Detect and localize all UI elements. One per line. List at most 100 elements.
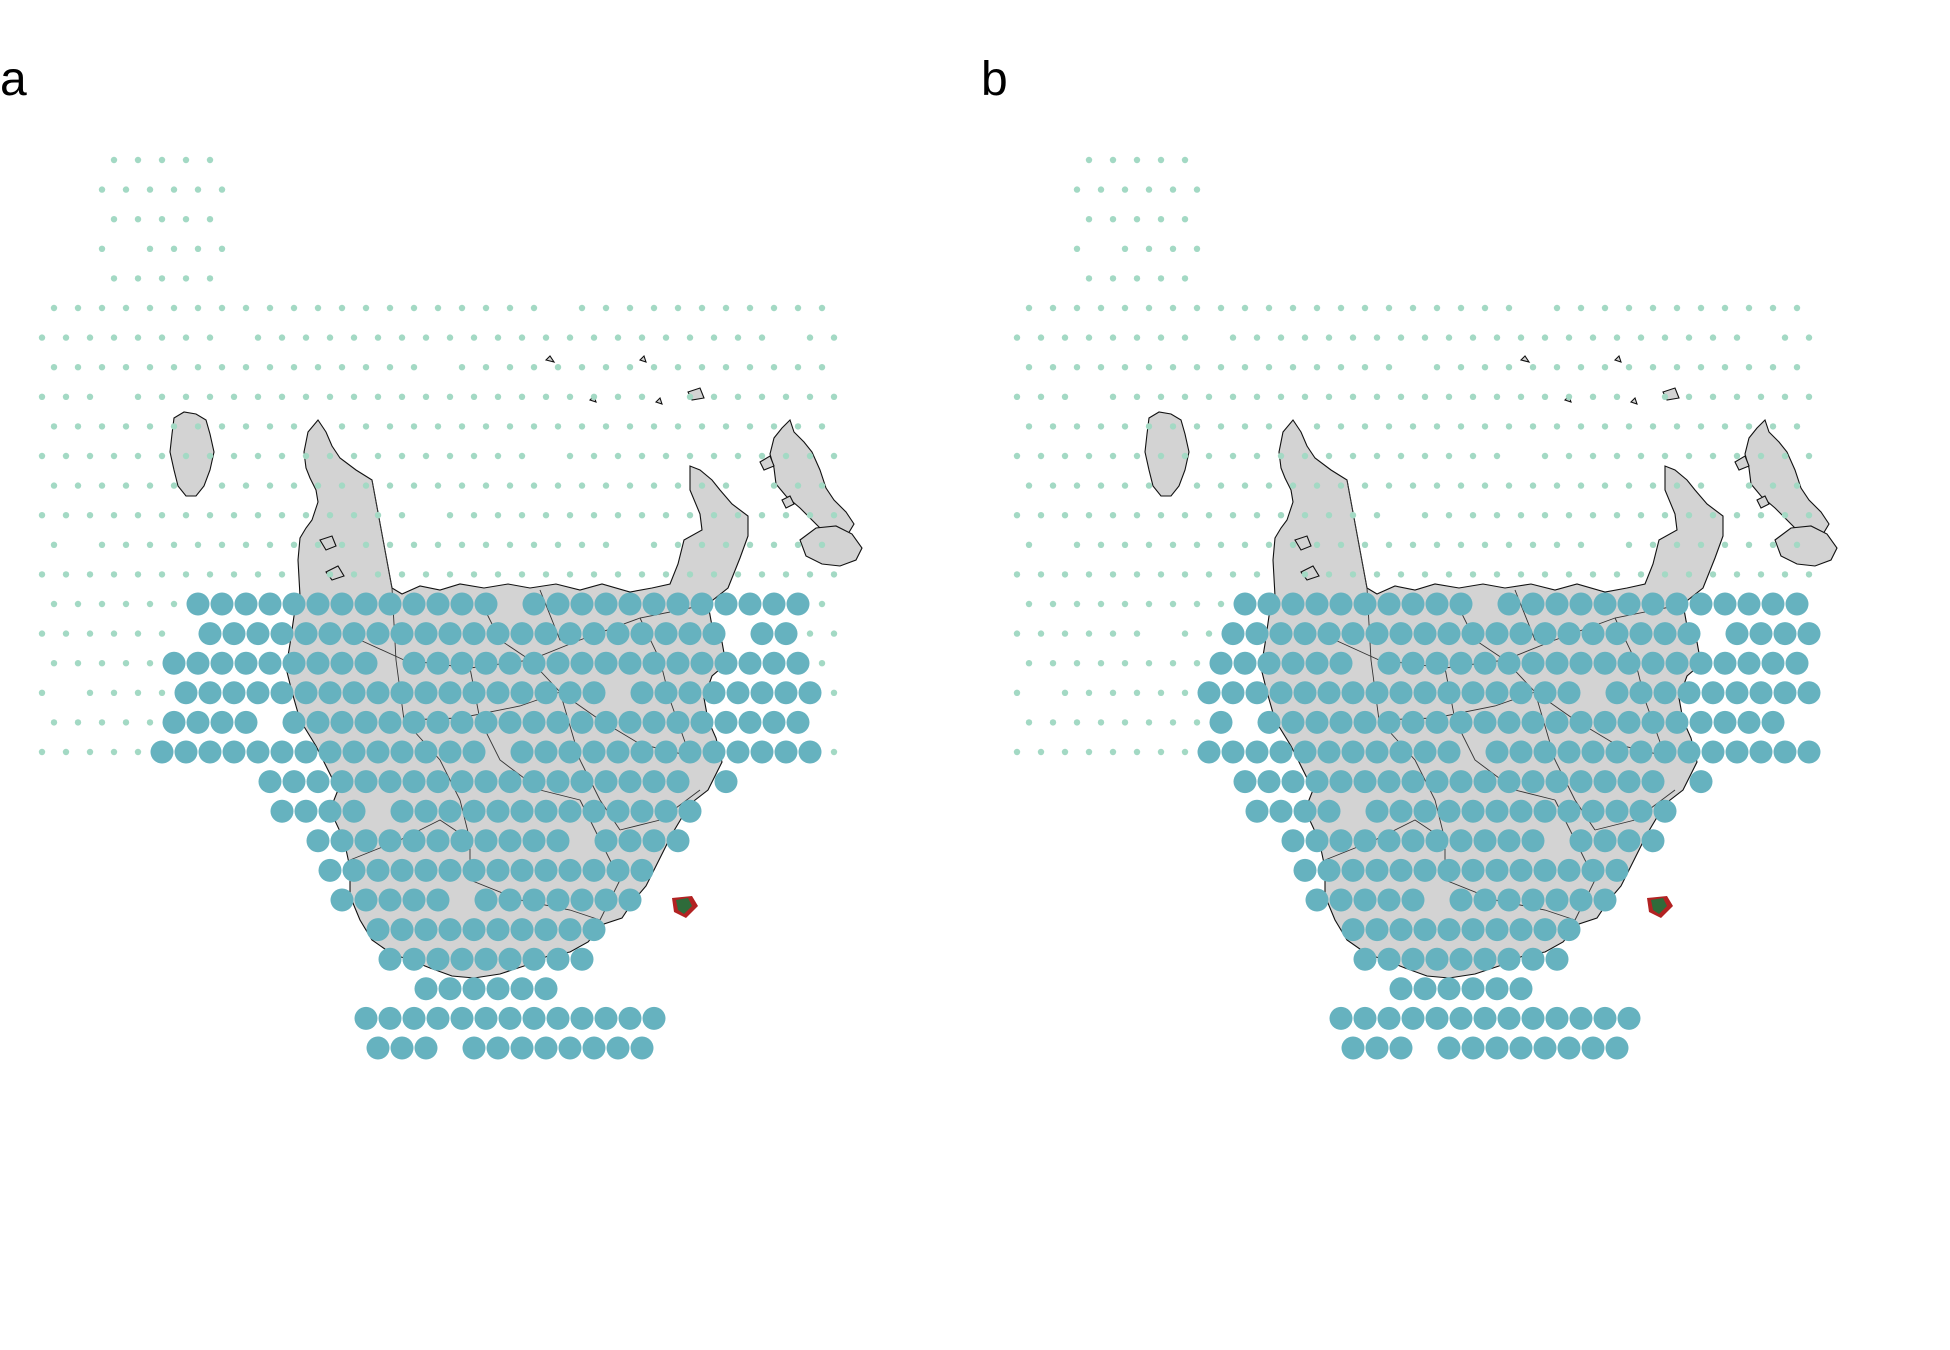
small-point <box>1073 719 1081 726</box>
small-point <box>1073 304 1081 312</box>
small-point <box>710 571 718 578</box>
small-point <box>746 364 754 371</box>
large-point <box>1413 977 1437 1001</box>
large-point <box>1353 888 1377 912</box>
small-point <box>1757 512 1765 519</box>
large-point <box>438 918 462 942</box>
small-point <box>134 630 142 637</box>
small-point <box>134 571 142 578</box>
small-point <box>1589 452 1597 460</box>
small-point <box>1049 719 1057 726</box>
small-point <box>1685 512 1693 519</box>
small-point <box>1325 452 1333 460</box>
large-point <box>270 799 294 823</box>
large-point <box>330 888 354 912</box>
large-point <box>1413 740 1437 764</box>
small-point <box>482 482 490 489</box>
small-point <box>1241 541 1249 548</box>
small-point <box>578 541 586 548</box>
small-point <box>1157 689 1165 696</box>
small-point <box>542 571 550 578</box>
small-point <box>1649 364 1657 371</box>
small-point <box>1049 660 1057 667</box>
large-point <box>1533 681 1557 705</box>
small-point <box>1037 452 1045 460</box>
large-point <box>1557 918 1581 942</box>
small-point <box>1265 541 1273 548</box>
large-point <box>666 651 690 675</box>
small-point <box>1685 393 1693 400</box>
small-point <box>1649 423 1657 430</box>
small-point <box>1121 719 1129 726</box>
small-point <box>206 393 214 400</box>
small-point <box>686 512 694 519</box>
large-point <box>462 740 486 764</box>
small-point <box>50 364 58 371</box>
large-point <box>1605 740 1629 764</box>
large-point <box>486 681 510 705</box>
small-point <box>530 304 538 312</box>
large-point <box>1737 710 1761 734</box>
large-point <box>402 710 426 734</box>
small-point <box>194 541 202 548</box>
small-point <box>698 304 706 312</box>
small-point <box>1169 541 1177 548</box>
large-point <box>546 710 570 734</box>
small-point <box>1037 334 1045 341</box>
large-point <box>1401 651 1425 675</box>
small-point <box>110 748 118 756</box>
large-point <box>1521 592 1545 616</box>
large-point <box>474 710 498 734</box>
small-point <box>1349 452 1357 460</box>
small-point <box>626 304 634 312</box>
large-point <box>462 622 486 646</box>
small-point <box>722 364 730 371</box>
small-point <box>1109 452 1117 460</box>
small-point <box>242 364 250 371</box>
large-point <box>678 681 702 705</box>
large-point <box>1317 622 1341 646</box>
small-point <box>794 423 802 430</box>
large-point <box>1593 651 1617 675</box>
small-point <box>146 660 154 667</box>
large-point <box>162 651 186 675</box>
small-point <box>1565 393 1573 400</box>
small-island <box>759 455 775 471</box>
large-point <box>630 1036 654 1060</box>
small-point <box>62 512 70 519</box>
large-point <box>1665 651 1689 675</box>
small-point <box>74 600 82 608</box>
small-point <box>614 571 622 578</box>
small-point <box>158 393 166 400</box>
large-point <box>522 888 546 912</box>
large-point <box>750 681 774 705</box>
small-point <box>1073 364 1081 371</box>
large-point <box>1437 799 1461 823</box>
large-point <box>1293 681 1317 705</box>
small-point <box>1025 660 1033 667</box>
small-point <box>362 423 370 430</box>
large-point <box>1221 622 1245 646</box>
large-point <box>1689 710 1713 734</box>
small-point <box>1181 275 1189 282</box>
small-point <box>1145 660 1153 667</box>
small-point <box>350 452 358 460</box>
small-point <box>1301 571 1309 578</box>
small-point <box>1037 571 1045 578</box>
large-point <box>654 740 678 764</box>
large-point <box>786 710 810 734</box>
small-point <box>446 334 454 341</box>
large-point <box>450 770 474 794</box>
large-point <box>522 651 546 675</box>
small-point <box>1085 156 1093 164</box>
small-point <box>1589 512 1597 519</box>
large-point <box>618 888 642 912</box>
small-point <box>650 304 658 312</box>
large-point <box>1581 1036 1605 1060</box>
small-point <box>758 512 766 519</box>
large-point <box>234 710 258 734</box>
large-point <box>522 770 546 794</box>
large-point <box>1353 592 1377 616</box>
small-point <box>1565 452 1573 460</box>
large-point <box>738 592 762 616</box>
